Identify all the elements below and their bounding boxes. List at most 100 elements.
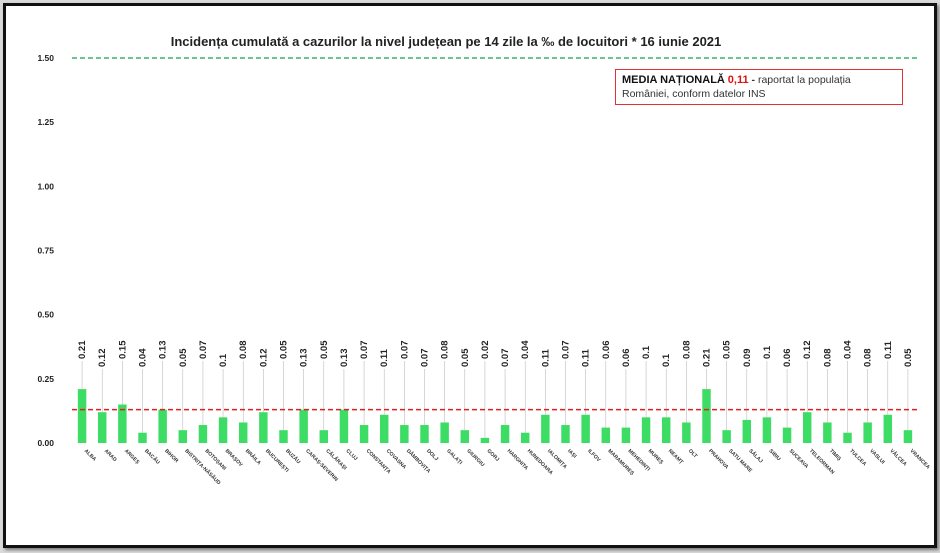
bar <box>138 432 147 443</box>
bar <box>601 427 611 443</box>
data-label: 0.13 <box>299 349 310 368</box>
national-average-legend: MEDIA NAȚIONALĂ 0,11 - raportat la popul… <box>615 69 903 105</box>
bar <box>440 422 449 443</box>
data-label: 0.04 <box>843 340 854 359</box>
x-tick-label: VRANCEA <box>909 448 932 471</box>
bar <box>420 425 429 443</box>
data-label: 0.08 <box>681 341 692 360</box>
data-label: 0.05 <box>319 340 330 359</box>
chart-frame: Incidența cumulată a cazurilor la nivel … <box>3 3 937 548</box>
x-tick-label: SUCEAVA <box>788 448 810 470</box>
bar <box>77 389 87 443</box>
x-tick-label: BRĂILA <box>244 447 263 466</box>
bar <box>541 414 550 443</box>
x-tick-label: VASLUI <box>868 448 886 466</box>
data-label: 0.05 <box>178 348 189 367</box>
bar <box>359 425 369 443</box>
data-label: 0.05 <box>722 340 733 359</box>
x-tick-label: DOLJ <box>425 448 439 462</box>
bar <box>762 417 772 443</box>
x-tick-label: CLUJ <box>345 448 359 462</box>
data-label: 0.06 <box>601 341 612 360</box>
data-label: 0.1 <box>218 353 229 367</box>
bar <box>198 425 208 443</box>
bar <box>480 437 490 443</box>
data-label: 0.12 <box>97 349 108 368</box>
bar <box>843 432 852 443</box>
y-tick-label: 1.50 <box>37 53 54 63</box>
data-label: 0.08 <box>863 349 874 368</box>
y-tick-label: 0.75 <box>37 246 54 256</box>
bar <box>520 432 530 443</box>
y-tick-label: 0.50 <box>37 310 54 320</box>
x-tick-label: BRAȘOV <box>224 448 244 468</box>
data-label: 0.02 <box>480 341 491 360</box>
x-tick-label: ARGEȘ <box>123 448 141 466</box>
data-label: 0.15 <box>117 340 128 359</box>
bar <box>460 430 470 443</box>
x-tick-label: GIURGIU <box>465 448 485 468</box>
bar <box>782 427 792 443</box>
data-label: 0.07 <box>399 341 410 360</box>
data-label: 0.13 <box>158 341 169 360</box>
data-label: 0.1 <box>661 353 672 367</box>
y-tick-label: 1.00 <box>37 181 54 191</box>
data-label: 0.08 <box>238 341 249 360</box>
data-label: 0.11 <box>379 348 390 367</box>
data-label: 0.12 <box>802 341 813 360</box>
bar <box>682 422 691 443</box>
bar <box>500 425 510 443</box>
bar <box>319 430 329 443</box>
x-tick-label: GORJ <box>486 448 501 463</box>
bar <box>118 404 127 443</box>
bar <box>379 414 389 443</box>
y-tick-label: 0.00 <box>37 438 54 448</box>
data-label: 0.21 <box>702 348 713 367</box>
bar <box>259 412 268 443</box>
x-tick-label: ILFOV <box>586 448 601 463</box>
x-tick-label: PRAHOVA <box>707 448 729 470</box>
bar <box>823 422 832 443</box>
y-tick-label: 0.25 <box>37 374 54 384</box>
x-tick-label: OLT <box>687 448 699 460</box>
chart-plot: 1.50 1.25 1.00 0.75 0.50 0.25 0.00 0.21 ALBA 0.12… <box>37 53 932 486</box>
data-label: 0.05 <box>460 348 471 367</box>
data-label: 0.11 <box>540 348 551 367</box>
data-label: 0.07 <box>561 341 572 360</box>
bar <box>702 389 711 443</box>
legend-value: 0,11 <box>727 74 749 86</box>
x-tick-label: TIMIȘ <box>828 448 842 462</box>
data-label: 0.1 <box>762 345 773 359</box>
bar <box>661 417 671 443</box>
bar <box>97 412 107 443</box>
bar <box>400 425 409 443</box>
x-tick-label: BUZĂU <box>284 447 302 465</box>
x-tick-label: GALAȚI <box>445 448 463 466</box>
x-tick-label: ALBA <box>83 448 98 463</box>
data-label: 0.05 <box>903 348 914 367</box>
data-label: 0.12 <box>258 349 269 368</box>
bar <box>742 419 752 443</box>
bar <box>802 412 812 443</box>
bar <box>883 414 893 443</box>
bar <box>299 409 308 443</box>
x-tick-label: MUREȘ <box>647 448 665 466</box>
data-label: 0.1 <box>641 345 652 359</box>
y-tick-label: 1.25 <box>37 117 54 127</box>
bar <box>903 430 913 443</box>
x-tick-label: SIBIU <box>768 448 782 462</box>
data-label: 0.13 <box>339 349 350 368</box>
x-tick-label: BISTRIȚA-NĂSĂUD <box>183 447 222 486</box>
data-label: 0.11 <box>581 348 592 367</box>
chart-title: Incidența cumulată a cazurilor la nivel … <box>170 34 722 49</box>
data-label: 0.04 <box>138 348 149 367</box>
data-label: 0.21 <box>77 340 88 359</box>
x-tick-label: BIHOR <box>163 448 179 464</box>
legend-text: raportat la populația României, conform … <box>622 74 851 100</box>
x-tick-label: NEAMȚ <box>667 448 685 466</box>
data-label: 0.08 <box>822 349 833 368</box>
bar <box>863 422 872 443</box>
legend-label: MEDIA NAȚIONALĂ <box>622 74 725 86</box>
data-label: 0.07 <box>420 349 431 368</box>
bar <box>178 430 188 443</box>
